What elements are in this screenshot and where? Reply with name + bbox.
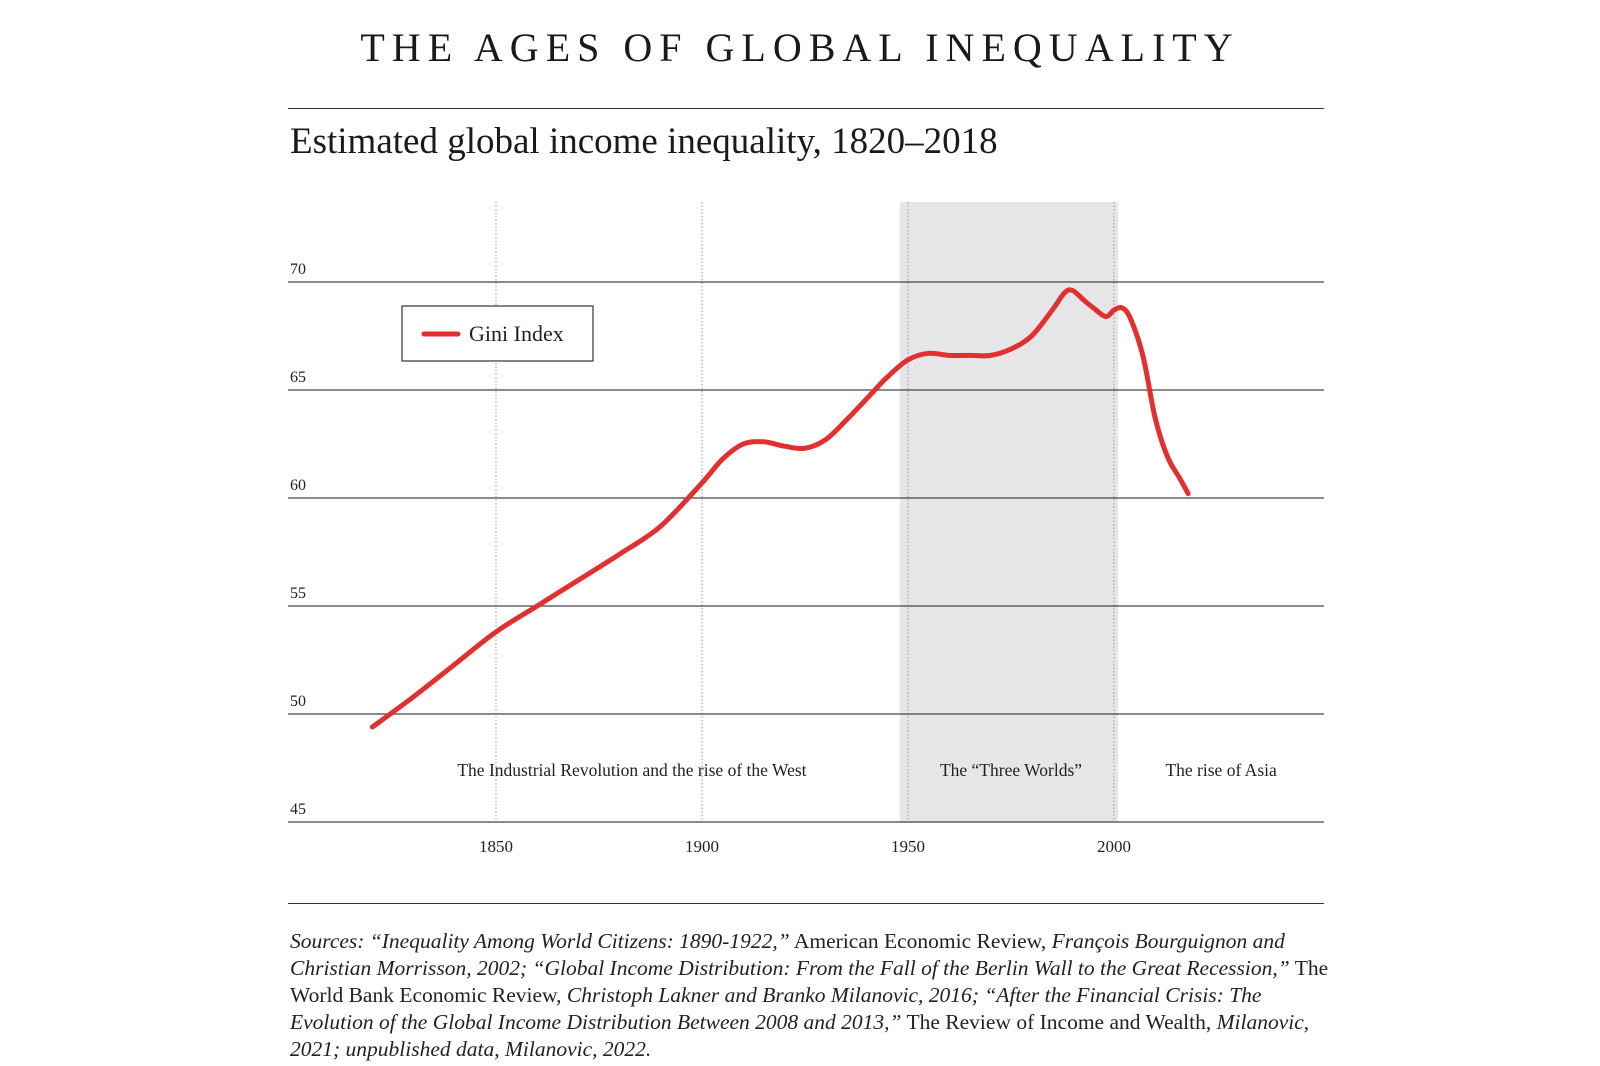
sources-segment: American Economic Review, [789, 929, 1052, 953]
sources-segment: Milanovic, 2021; unpublished data, Milan… [290, 1010, 1310, 1061]
sources-segment: The Review of Income and Wealth, [901, 1010, 1217, 1034]
y-tick-label-60: 60 [290, 477, 306, 494]
legend-label-0: Gini Index [469, 321, 564, 346]
sources-segment: Christoph Lakner and Branko Milanovic, 2… [290, 983, 1262, 1034]
bottom-divider [288, 903, 1324, 904]
sources-segment: François Bourguignon and Christian Morri… [290, 929, 1290, 980]
sources-segment: Sources: “Inequality Among World Citizen… [290, 929, 790, 953]
y-tick-label-70: 70 [290, 261, 306, 278]
y-tick-label-65: 65 [290, 369, 306, 386]
x-tick-label-1950: 1950 [891, 837, 925, 856]
page-title: THE AGES OF GLOBAL INEQUALITY [360, 25, 1240, 70]
x-tick-label-1900: 1900 [685, 837, 719, 856]
era-label-2: The rise of Asia [1165, 760, 1277, 780]
y-tick-label-45: 45 [290, 801, 306, 818]
top-divider [288, 108, 1324, 109]
x-tick-label-2000: 2000 [1097, 837, 1131, 856]
sources-note: Sources: “Inequality Among World Citizen… [290, 928, 1330, 1063]
series-line-gini-index [369, 287, 1191, 730]
y-tick-label-50: 50 [290, 693, 306, 710]
era-label-0: The Industrial Revolution and the rise o… [457, 760, 806, 780]
era-label-1: The “Three Worlds” [940, 760, 1082, 780]
y-tick-label-55: 55 [290, 585, 306, 602]
era-shading-0 [899, 202, 1119, 822]
sources-segment: The World Bank Economic Review, [290, 956, 1329, 1007]
x-tick-label-1850: 1850 [479, 837, 513, 856]
chart-title: Estimated global income inequality, 1820… [290, 121, 998, 162]
